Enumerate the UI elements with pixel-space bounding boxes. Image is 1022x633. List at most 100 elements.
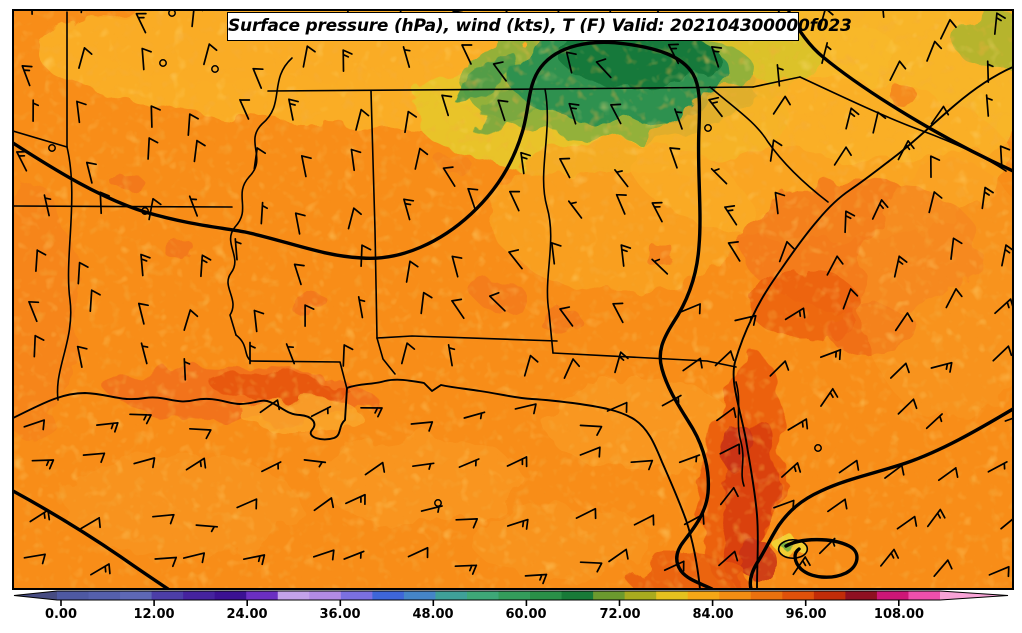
wind-barb — [32, 99, 40, 122]
colorbar-segment — [813, 591, 846, 600]
wind-barb — [950, 237, 963, 260]
wind-barb — [404, 110, 418, 134]
wind-barb — [633, 514, 655, 526]
wind-barb — [129, 413, 152, 425]
colorbar-tick-label: 96.00 — [785, 607, 826, 622]
wind-barb — [96, 421, 119, 433]
wind-barb — [310, 405, 332, 418]
wind-barb — [985, 94, 993, 117]
wind-barb — [188, 427, 212, 440]
colorbar-tick-labels: 0.00 12.00 24.00 36.00 48.00 60.00 72.00… — [45, 607, 924, 622]
wind-barb — [595, 58, 612, 79]
colorbar-segment — [466, 591, 500, 600]
temperature-speckle-light — [13, 10, 1013, 589]
colorbar-segment — [719, 591, 752, 600]
wind-barb — [288, 98, 299, 121]
wind-barb — [608, 10, 613, 16]
border-sabine-river — [56, 146, 73, 401]
wind-barb — [872, 111, 887, 134]
colorbar-segment — [88, 591, 121, 600]
wind-barb — [407, 546, 429, 559]
colorbar-segment — [246, 591, 279, 600]
wind-barb — [133, 457, 156, 469]
wind-barb — [239, 98, 251, 120]
wind-barb — [345, 493, 366, 506]
wind-barb — [559, 157, 571, 179]
border-st-johns-river — [735, 381, 745, 487]
wind-barb — [894, 312, 914, 332]
wind-barb — [563, 358, 581, 379]
border-mississippi-alabama-south — [376, 337, 396, 375]
wind-barb — [249, 341, 256, 365]
border-arkansas-louisiana — [13, 205, 233, 208]
colorbar-segment — [309, 591, 342, 600]
wind-barb — [567, 200, 583, 219]
wind-barb — [821, 42, 832, 65]
wind-barb — [889, 362, 910, 379]
colorbar-segment — [277, 591, 310, 600]
colorbar-segment — [782, 591, 815, 600]
colorbar-over-arrow — [940, 591, 1008, 600]
wind-barb — [781, 462, 802, 478]
wind-barb — [774, 191, 786, 215]
wind-barb — [313, 497, 335, 512]
wind-barb — [253, 309, 265, 333]
wind-barb — [620, 244, 632, 267]
wind-barb — [568, 102, 580, 125]
wind-barb — [252, 67, 264, 89]
wind-barb — [520, 151, 531, 175]
colorbar-segment — [561, 591, 594, 600]
wind-barb — [818, 537, 836, 555]
colorbar-segment — [845, 591, 878, 600]
wind-barb — [147, 137, 159, 160]
wind-barb — [23, 419, 46, 431]
wind-barb — [523, 354, 539, 377]
calm-wind-circle — [704, 124, 712, 132]
wind-barb — [945, 288, 963, 309]
wind-barb — [508, 190, 521, 212]
wind-barb — [769, 360, 790, 377]
colorbar-tick-label: 0.00 — [45, 607, 77, 622]
wind-barb — [610, 103, 622, 125]
calm-wind-circle — [168, 10, 176, 17]
wind-barb — [342, 344, 354, 367]
wind-barb — [792, 556, 811, 576]
wind-barb — [682, 357, 703, 372]
wind-barb — [285, 343, 296, 365]
wind-barb — [711, 45, 723, 68]
colorbar-outline — [13, 590, 1009, 601]
calm-wind-circle — [159, 59, 167, 67]
pressure-contour-south-florida-hook — [784, 537, 859, 579]
wind-barb — [360, 244, 372, 268]
wind-barb — [442, 166, 456, 187]
wind-barb — [89, 289, 101, 313]
wind-barb — [253, 147, 267, 170]
wind-barb — [992, 345, 1013, 362]
wind-barb — [355, 108, 370, 131]
wind-barb — [727, 241, 741, 262]
wind-barb — [312, 549, 335, 561]
map-title: Surface pressure (hPa), wind (kts), T (F… — [227, 12, 852, 41]
wind-barb — [734, 314, 757, 326]
wind-barb — [999, 145, 1011, 169]
wind-barb — [347, 207, 362, 230]
wind-barb — [154, 556, 178, 568]
colorbar-segment — [687, 591, 720, 600]
wind-barb — [844, 210, 856, 234]
wind-barb — [191, 10, 204, 28]
wind-barb — [787, 418, 809, 431]
colorbar-segment — [908, 591, 941, 600]
wind-barb — [565, 51, 577, 74]
colorbar-segment — [656, 591, 689, 600]
wind-barb — [90, 563, 111, 576]
wind-barb — [889, 60, 907, 81]
wind-barb — [579, 561, 603, 573]
border-georgia-northcarolina — [752, 76, 801, 88]
wind-barb — [506, 456, 528, 468]
colorbar-tick-label: 60.00 — [505, 607, 546, 622]
wind-barb — [342, 49, 353, 72]
colorbar-segment — [593, 591, 626, 600]
wind-barb — [15, 150, 28, 172]
wind-barb — [884, 464, 905, 479]
